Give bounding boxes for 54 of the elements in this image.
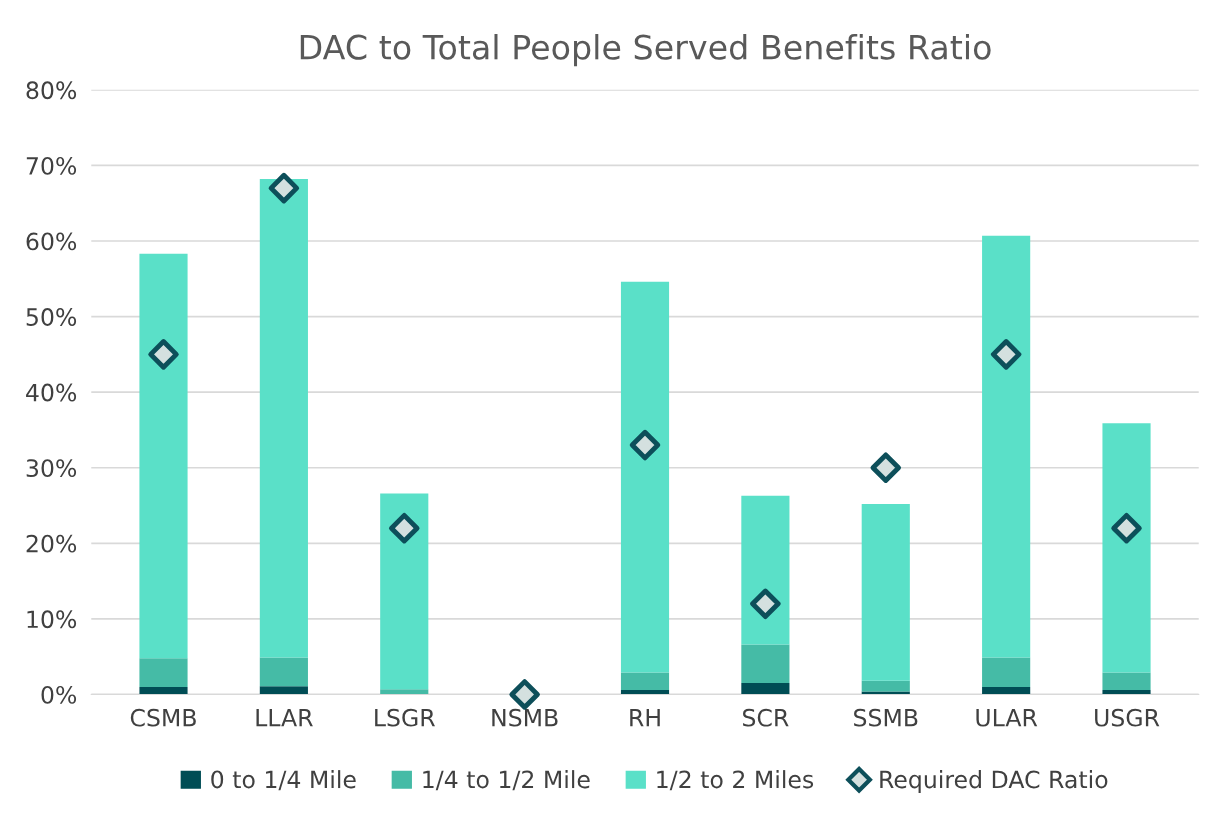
point <box>268 172 300 204</box>
y-tick-label: 50% <box>26 308 77 326</box>
x-tick-label: ULAR <box>976 709 1038 727</box>
bar <box>259 657 308 687</box>
bar <box>861 504 910 681</box>
x-tick-label: LLAR <box>256 709 313 727</box>
bar <box>620 281 670 673</box>
y-tick-label: 70% <box>26 156 77 175</box>
bar <box>259 686 308 695</box>
bar <box>259 179 308 658</box>
bar <box>1102 689 1151 695</box>
y-tick-label: 80% <box>26 81 77 100</box>
bar <box>380 689 429 695</box>
bar <box>861 680 910 692</box>
legend-label: 1/4 to 1/2 Mile <box>423 770 590 791</box>
legend-label: 0 to 1/4 Mile <box>211 770 356 791</box>
bar <box>982 686 1031 695</box>
bar <box>139 686 188 695</box>
x-tick-label: SCR <box>743 708 789 727</box>
legend-label: Required DAC Ratio <box>880 770 1108 793</box>
point <box>1111 512 1142 544</box>
bar <box>1102 672 1151 690</box>
y-tick-label: 0% <box>41 685 77 704</box>
chart-title: DAC to Total People Served Benefits Ratio <box>300 33 991 67</box>
bar <box>139 658 188 687</box>
bar <box>982 235 1031 658</box>
y-tick-label: 40% <box>26 383 77 402</box>
x-tick-label: RH <box>630 709 660 727</box>
bar <box>741 644 790 684</box>
y-tick-label: 60% <box>26 232 77 251</box>
x-tick-label: NSMB <box>492 708 558 727</box>
point <box>509 679 540 710</box>
y-tick-label: 30% <box>26 459 77 478</box>
x-tick-label: SSMB <box>854 708 918 727</box>
x-tick-label: LSGR <box>375 708 435 727</box>
bar <box>741 683 790 695</box>
point <box>629 429 661 461</box>
bar <box>861 691 910 695</box>
point <box>990 339 1022 370</box>
y-tick-label: 10% <box>27 610 77 629</box>
point <box>870 452 901 483</box>
bar <box>620 672 670 690</box>
y-tick-label: 20% <box>26 534 77 553</box>
legend-label: 1/2 to 2 Miles <box>657 770 814 791</box>
x-tick-label: USGR <box>1095 708 1160 727</box>
bar <box>139 253 188 659</box>
point <box>148 339 179 370</box>
bar <box>982 657 1031 687</box>
x-tick-label: CSMB <box>130 708 196 727</box>
bar <box>1102 423 1151 673</box>
point <box>750 588 781 619</box>
bar <box>741 495 790 645</box>
bar <box>380 493 429 690</box>
point <box>389 512 420 544</box>
